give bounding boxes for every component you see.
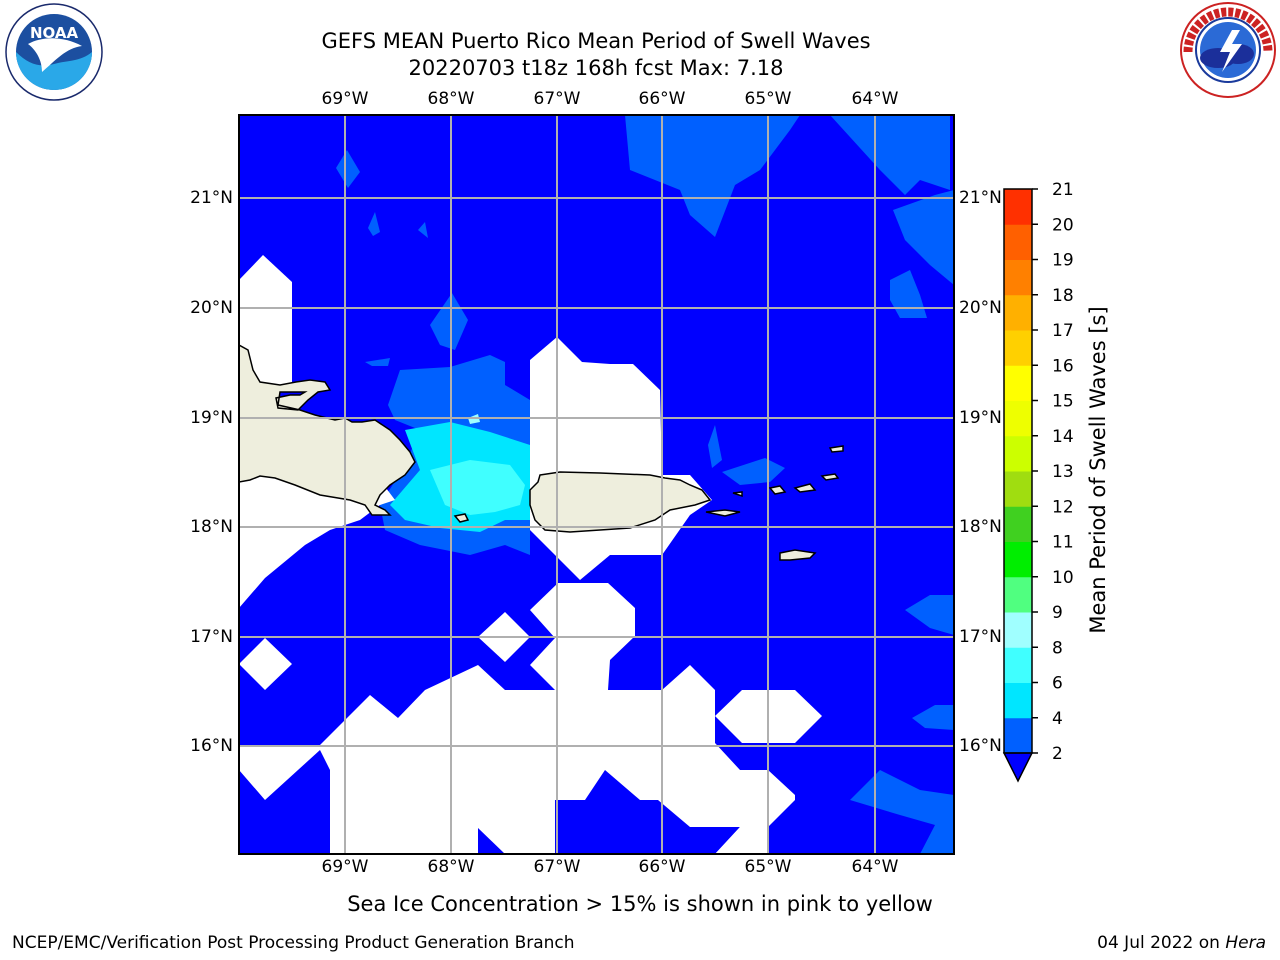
vieques — [705, 509, 741, 517]
colorbar-segment — [1004, 541, 1032, 578]
colorbar-segment — [1004, 259, 1032, 296]
lat-label-right: 18°N — [959, 517, 1002, 537]
colorbar-tick-label: 13 — [1052, 462, 1074, 482]
lat-label-left: 16°N — [190, 736, 233, 756]
nws-logo — [1180, 2, 1276, 98]
virgin-gorda — [820, 473, 840, 481]
colorbar-segment — [1004, 612, 1032, 648]
anegada — [828, 445, 844, 453]
lon-label-top: 65°W — [744, 89, 792, 109]
st-thomas — [768, 485, 787, 495]
sea-ice-note: Sea Ice Concentration > 15% is shown in … — [347, 892, 933, 916]
colorbar-tick-label: 18 — [1052, 286, 1074, 306]
colorbar-segment — [1004, 365, 1032, 401]
graticule — [239, 115, 954, 854]
lat-label-right: 17°N — [959, 627, 1002, 647]
land-masses — [239, 344, 844, 561]
colorbar-tick-label: 17 — [1052, 321, 1074, 341]
st-croix — [779, 549, 817, 561]
lat-label-right: 20°N — [959, 298, 1002, 318]
title-line-2: 20220703 t18z 168h fcst Max: 7.18 — [408, 56, 784, 80]
colorbar-segment — [1004, 294, 1032, 331]
colorbar-tick-label: 8 — [1052, 638, 1063, 658]
lon-label-bottom: 67°W — [533, 857, 581, 877]
colorbar-segment — [1004, 471, 1032, 507]
colorbar-segment — [1004, 647, 1032, 683]
lon-label-bottom: 69°W — [321, 857, 369, 877]
colorbar-tick-label: 9 — [1052, 603, 1063, 623]
colorbar-tick-label: 16 — [1052, 356, 1074, 376]
map-frame — [238, 114, 955, 855]
lat-label-left: 20°N — [190, 298, 233, 318]
colorbar-tick-label: 19 — [1052, 251, 1074, 271]
colorbar-tick-label: 10 — [1052, 568, 1074, 588]
colorbar: 2 4 6 8 9 10 11 12 13 14 15 16 17 18 19 20 21 — [1002, 180, 1074, 783]
lat-label-left: 18°N — [190, 517, 233, 537]
lon-label-bottom: 65°W — [744, 857, 792, 877]
lat-label-right: 19°N — [959, 408, 1002, 428]
colorbar-segment — [1004, 330, 1032, 366]
lon-label-top: 68°W — [427, 89, 475, 109]
colorbar-segment — [1004, 717, 1032, 754]
hispaniola — [239, 344, 416, 516]
nws-ring-text-arc — [1183, 7, 1273, 53]
colorbar-tick-label: 14 — [1052, 427, 1074, 447]
noaa-logo: NOAA — [5, 3, 103, 101]
period-contour-6-8s — [430, 460, 525, 515]
colorbar-segment — [1004, 576, 1032, 613]
lat-label-right: 16°N — [959, 736, 1002, 756]
colorbar-under-arrow — [1002, 752, 1034, 783]
footer-date: 04 Jul 2022 on Hera — [1097, 933, 1266, 953]
colorbar-tick-label: 12 — [1052, 497, 1074, 517]
colorbar-segment — [1004, 506, 1032, 542]
lon-label-bottom: 64°W — [851, 857, 899, 877]
noaa-logo-text: NOAA — [30, 24, 79, 42]
lon-label-bottom: 66°W — [638, 857, 686, 877]
colorbar-segment — [1004, 224, 1032, 260]
colorbar-tick-label: 2 — [1052, 744, 1063, 764]
lat-label-right: 21°N — [959, 188, 1002, 208]
culebra — [732, 491, 743, 498]
mona-island — [453, 513, 470, 523]
colorbar-tick-label: 21 — [1052, 180, 1074, 200]
colorbar-tick-label: 4 — [1052, 709, 1063, 729]
lon-label-bottom: 68°W — [427, 857, 475, 877]
lat-label-left: 17°N — [190, 627, 233, 647]
lon-label-top: 69°W — [321, 89, 369, 109]
footer-host: Hera — [1225, 933, 1266, 953]
colorbar-segment — [1004, 400, 1032, 437]
tortola — [793, 483, 817, 493]
title-line-1: GEFS MEAN Puerto Rico Mean Period of Swe… — [321, 29, 871, 53]
colorbar-tick-label: 11 — [1052, 533, 1074, 553]
colorbar-segment — [1004, 682, 1032, 719]
colorbar-segment — [1004, 189, 1032, 225]
lon-label-top: 64°W — [851, 89, 899, 109]
colorbar-tick-label: 6 — [1052, 674, 1063, 694]
colorbar-segment — [1004, 435, 1032, 472]
footer-credit: NCEP/EMC/Verification Post Processing Pr… — [12, 933, 575, 953]
lon-label-top: 66°W — [638, 89, 686, 109]
puerto-rico — [529, 471, 712, 533]
lat-label-left: 21°N — [190, 188, 233, 208]
colorbar-tick-label: 15 — [1052, 392, 1074, 412]
lat-label-left: 19°N — [190, 408, 233, 428]
colorbar-tick-label: 20 — [1052, 215, 1074, 235]
lon-label-top: 67°W — [533, 89, 581, 109]
